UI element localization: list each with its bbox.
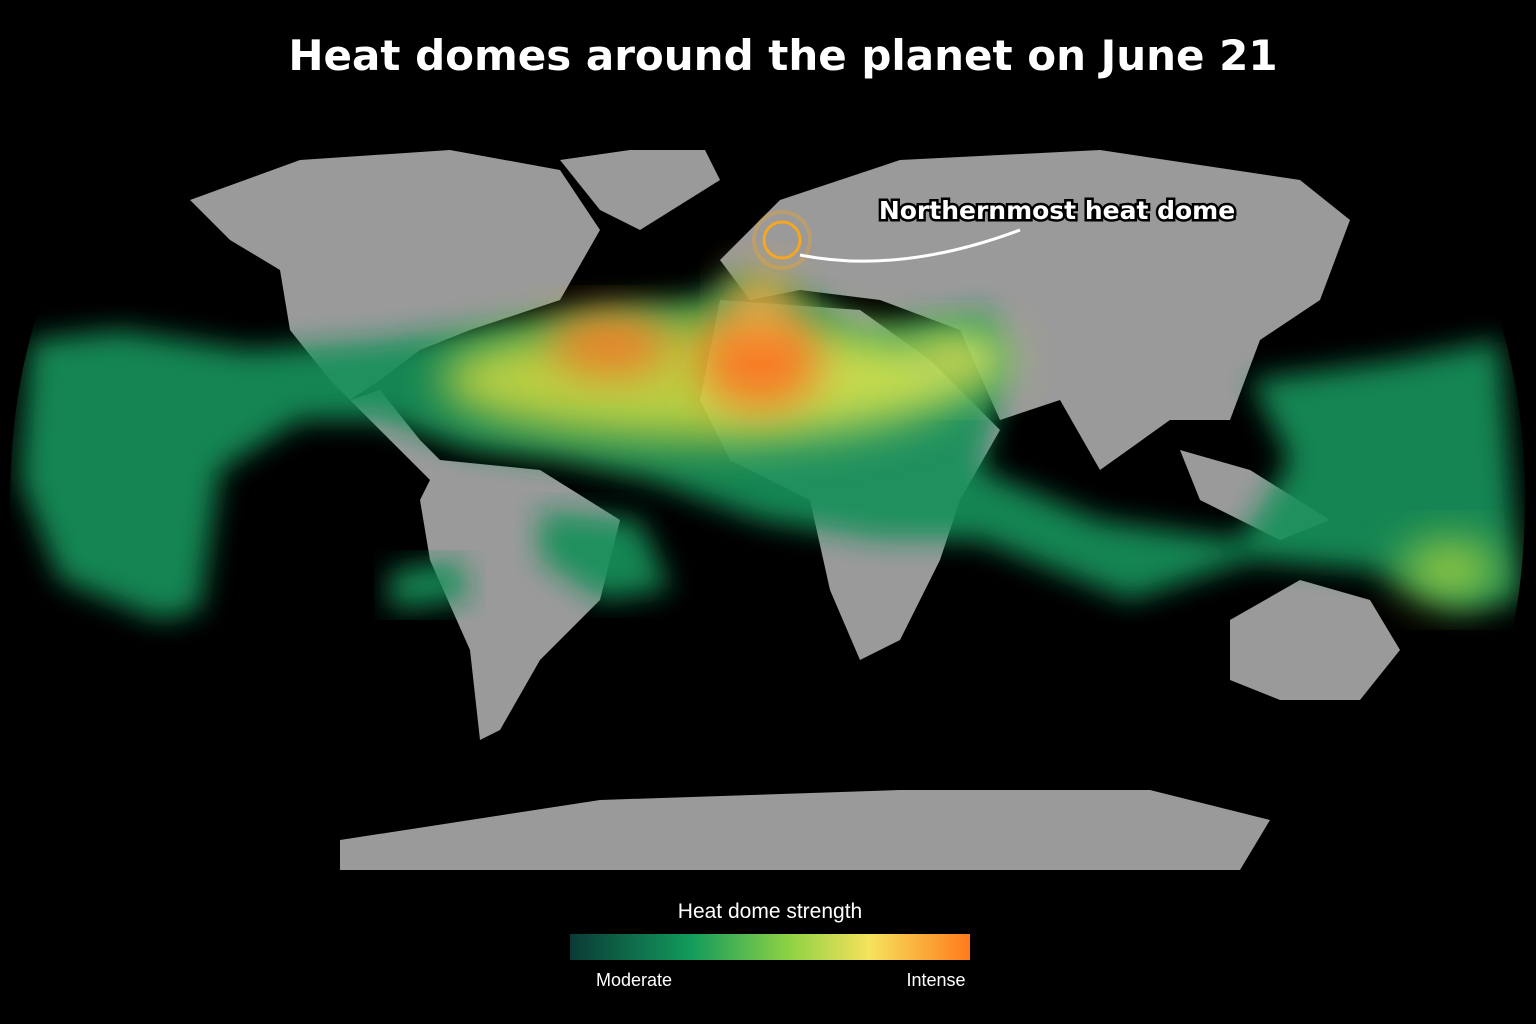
legend-title: Heat dome strength (678, 900, 862, 923)
legend: Heat dome strength Moderate Intense (570, 900, 970, 990)
annotation-label: Northernmost heat dome (879, 196, 1235, 225)
legend-high: Intense (906, 970, 965, 990)
map (20, 150, 1520, 870)
legend-scale (570, 934, 970, 960)
annotation: Northernmost heat dome (752, 194, 1238, 270)
legend-low: Moderate (596, 970, 672, 990)
title: Heat domes around the planet on June 21 (288, 31, 1277, 80)
heat-domes (20, 270, 1520, 620)
